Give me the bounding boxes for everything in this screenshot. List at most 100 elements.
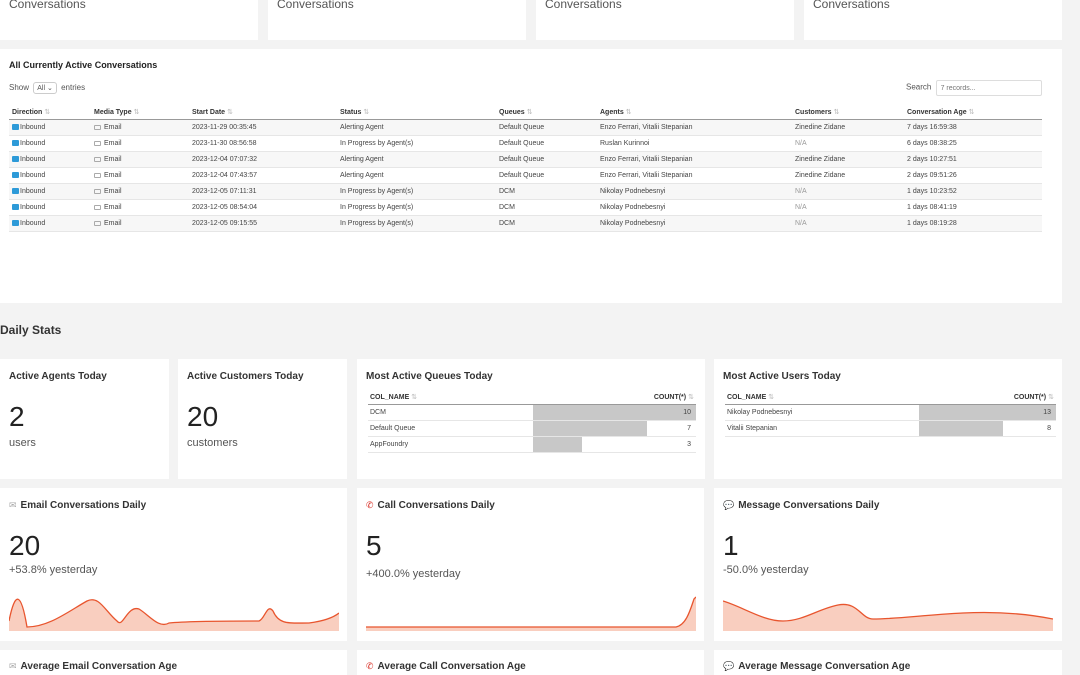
count-bar <box>533 436 582 452</box>
col-conversation-age[interactable]: Conversation Age ⇅ <box>904 105 1042 120</box>
search-input[interactable] <box>935 80 1042 96</box>
table-row[interactable]: Nikolay Podnebesnyi 13 <box>725 404 1056 421</box>
call-daily-value: 5 <box>366 530 382 561</box>
col-start-date[interactable]: Start Date ⇅ <box>189 105 337 120</box>
entries-select[interactable]: All ⌄ <box>33 82 57 94</box>
envelope-icon <box>94 188 101 194</box>
table-row[interactable]: Default Queue 7 <box>368 420 696 437</box>
table-row[interactable]: DCM 10 <box>368 404 696 421</box>
table-cell: N/A <box>792 183 904 200</box>
table-cell: Email <box>91 167 189 184</box>
table-cell: In Progress by Agent(s) <box>337 215 496 232</box>
table-cell: Inbound <box>9 135 91 152</box>
card-title: 💬 Average Message Conversation Age <box>723 661 911 672</box>
count-cell: 3 <box>533 436 696 453</box>
inbound-arrow-icon <box>12 219 19 226</box>
active-customers-card: Active Customers Today 20 customers <box>178 359 347 479</box>
active-conversations-table: Direction ⇅ Media Type ⇅ Start Date ⇅ Statu… <box>9 105 1042 232</box>
email-daily-value: 20 <box>9 530 41 561</box>
count-value: 13 <box>1043 408 1051 416</box>
inbound-arrow-icon <box>12 171 19 178</box>
col-name-header[interactable]: COL_NAME ⇅ <box>725 390 919 405</box>
table-row[interactable]: Inbound Email 2023-12-04 07:07:32 Alerting … <box>9 151 1042 168</box>
card-title: ✆ Average Call Conversation Age <box>366 661 526 672</box>
envelope-icon <box>94 140 101 146</box>
col-status[interactable]: Status ⇅ <box>337 105 496 120</box>
table-cell: 1 days 08:19:28 <box>904 215 1042 232</box>
table-cell: Nikolay Podnebesnyi <box>597 215 792 232</box>
call-daily-card: ✆ Call Conversations Daily 5 +400.0% yest… <box>357 488 704 641</box>
entries-control: Show All ⌄ entries <box>9 82 85 94</box>
top-card-title: Conversations <box>545 0 622 11</box>
table-cell: DCM <box>496 183 597 200</box>
table-row[interactable]: Inbound Email 2023-11-30 08:56:58 In Progre… <box>9 135 1042 152</box>
table-cell: Inbound <box>9 199 91 216</box>
col-name-header[interactable]: COL_NAME ⇅ <box>368 390 533 405</box>
avg-call-age-card: ✆ Average Call Conversation Age <box>357 650 704 675</box>
table-cell: In Progress by Agent(s) <box>337 183 496 200</box>
email-daily-card: ✉ Email Conversations Daily 20 +53.8% yes… <box>0 488 347 641</box>
search-control: Search <box>906 80 1042 96</box>
col-count-header[interactable]: COUNT(*) ⇅ <box>533 390 696 405</box>
count-bar <box>919 420 1004 436</box>
table-cell: Email <box>91 199 189 216</box>
count-cell: 8 <box>919 420 1056 437</box>
table-row[interactable]: Inbound Email 2023-12-05 07:11:31 In Progre… <box>9 183 1042 200</box>
daily-stats-title: Daily Stats <box>0 323 62 337</box>
table-cell: Enzo Ferrari, Vitalii Stepanian <box>597 167 792 184</box>
table-header-row: COL_NAME ⇅ COUNT(*) ⇅ <box>368 390 696 405</box>
col-count-header[interactable]: COUNT(*) ⇅ <box>919 390 1056 405</box>
table-cell: 2023-11-29 00:35:45 <box>189 119 337 136</box>
top-card-title: Conversations <box>813 0 890 11</box>
table-cell: N/A <box>792 199 904 216</box>
active-users-card: Most Active Users Today COL_NAME ⇅ COUNT(… <box>714 359 1062 479</box>
table-cell: 2023-12-05 07:11:31 <box>189 183 337 200</box>
count-bar <box>533 404 696 420</box>
active-conversations-panel: All Currently Active Conversations Show … <box>0 49 1062 303</box>
avg-message-age-card: 💬 Average Message Conversation Age <box>714 650 1062 675</box>
message-daily-value: 1 <box>723 530 739 561</box>
table-row[interactable]: Vitalii Stepanian 8 <box>725 420 1056 437</box>
table-cell: Email <box>91 183 189 200</box>
card-title: ✉ Average Email Conversation Age <box>9 661 178 672</box>
table-cell: Email <box>91 135 189 152</box>
table-cell: Enzo Ferrari, Vitalii Stepanian <box>597 119 792 136</box>
email-daily-delta: +53.8% yesterday <box>9 564 98 576</box>
table-cell: 1 days 10:23:52 <box>904 183 1042 200</box>
table-cell: Default Queue <box>496 119 597 136</box>
active-queues-card: Most Active Queues Today COL_NAME ⇅ COUNT… <box>357 359 705 479</box>
inbound-arrow-icon <box>12 139 19 146</box>
table-cell: 2023-12-05 09:15:55 <box>189 215 337 232</box>
entries-label: entries <box>61 83 86 92</box>
col-customers[interactable]: Customers ⇅ <box>792 105 904 120</box>
table-cell: Email <box>91 151 189 168</box>
top-card-title: Conversations <box>9 0 86 11</box>
col-media-type[interactable]: Media Type ⇅ <box>91 105 189 120</box>
table-cell: Alerting Agent <box>337 151 496 168</box>
email-sparkline <box>9 598 339 631</box>
table-row[interactable]: Inbound Email 2023-12-04 07:43:57 Alerting … <box>9 167 1042 184</box>
top-card-3: Conversations <box>536 0 794 40</box>
chevron-down-icon: ⌄ <box>46 85 53 92</box>
table-cell: Inbound <box>9 167 91 184</box>
envelope-icon <box>94 172 101 178</box>
table-row[interactable]: AppFoundry 3 <box>368 436 696 453</box>
table-cell: Ruslan Kurinnoi <box>597 135 792 152</box>
col-direction[interactable]: Direction ⇅ <box>9 105 91 120</box>
table-cell: Alerting Agent <box>337 167 496 184</box>
phone-icon: ✆ <box>366 500 374 510</box>
table-cell: Zinedine Zidane <box>792 151 904 168</box>
table-cell: 7 days 16:59:38 <box>904 119 1042 136</box>
table-row[interactable]: Inbound Email 2023-12-05 08:54:04 In Progre… <box>9 199 1042 216</box>
col-queues[interactable]: Queues ⇅ <box>496 105 597 120</box>
call-daily-delta: +400.0% yesterday <box>366 568 461 580</box>
table-row[interactable]: Inbound Email 2023-12-05 09:15:55 In Progre… <box>9 215 1042 232</box>
table-row[interactable]: Inbound Email 2023-11-29 00:35:45 Alerting … <box>9 119 1042 136</box>
envelope-icon: ✉ <box>9 661 17 671</box>
name-cell: DCM <box>368 404 533 421</box>
table-cell: 2023-11-30 08:56:58 <box>189 135 337 152</box>
table-cell: Default Queue <box>496 151 597 168</box>
active-customers-unit: customers <box>187 437 238 449</box>
panel-title: All Currently Active Conversations <box>9 60 158 70</box>
col-agents[interactable]: Agents ⇅ <box>597 105 792 120</box>
